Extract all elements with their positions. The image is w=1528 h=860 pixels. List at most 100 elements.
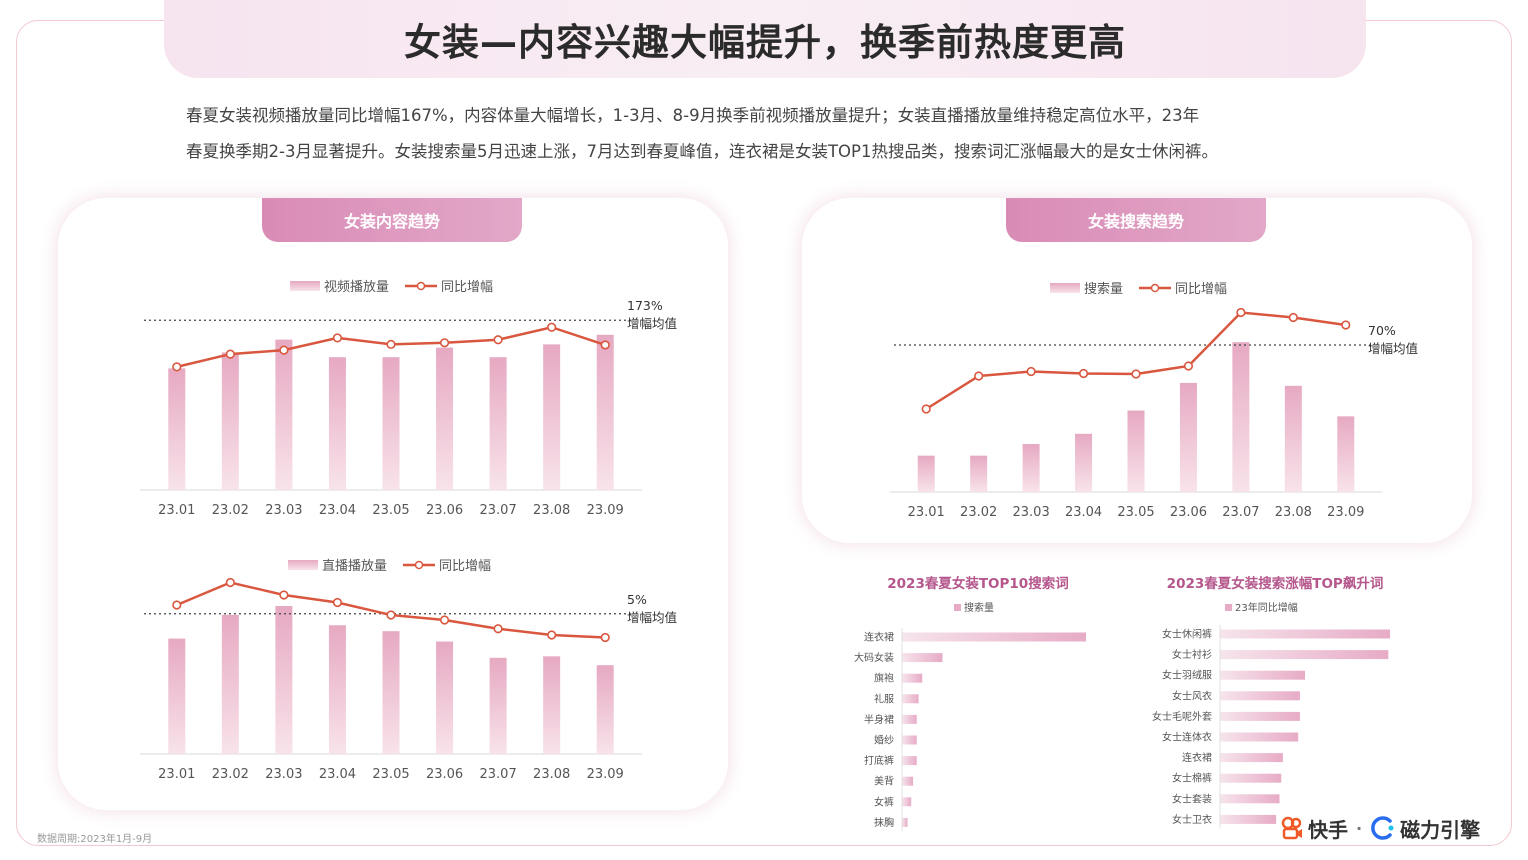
brand-logos: 快手 · 磁力引擎 (1280, 812, 1480, 844)
growth-point-23.02 (225, 349, 235, 359)
legend-swatch (954, 604, 961, 611)
description-line-1: 春夏女装视频播放量同比增幅167%，内容体量大幅增长，1-3月、8-9月换季前视… (186, 106, 1200, 125)
bar-女士衬衫 (1220, 650, 1389, 660)
bar-女士套装 (1220, 794, 1280, 804)
x-tick-23.03: 23.03 (1013, 505, 1050, 520)
label-女士连体衣: 女士连体衣 (1162, 731, 1212, 744)
growth-point-23.05 (1131, 369, 1141, 379)
label-抹胸: 抹胸 (874, 816, 894, 829)
growth-point-23.04 (332, 333, 343, 343)
growth-point-23.02 (974, 371, 984, 381)
legend-line-marker (1150, 283, 1160, 293)
label-女士毛呢外套: 女士毛呢外套 (1152, 710, 1212, 723)
label-连衣裙: 连衣裙 (864, 631, 894, 644)
title-banner: 女装—内容兴趣大幅提升，换季前热度更高 (164, 0, 1366, 78)
bar-23.08 (543, 344, 561, 490)
legend-label: 23年同比增幅 (1235, 601, 1298, 614)
label-女士卫衣: 女士卫衣 (1172, 813, 1212, 826)
x-tick-23.09: 23.09 (1327, 505, 1364, 520)
cili-logo-icon (1371, 816, 1394, 840)
legend-bar-swatch (290, 281, 320, 291)
x-tick-23.08: 23.08 (533, 767, 570, 782)
bar-女士卫衣 (1220, 814, 1277, 824)
legend-swatch (1225, 604, 1232, 611)
bar-半身裙 (902, 714, 917, 724)
x-tick-23.01: 23.01 (908, 505, 945, 520)
chart-legend: 直播播放量 同比增幅 (288, 559, 491, 574)
bar-23.05 (382, 631, 400, 754)
growth-point-23.07 (493, 624, 503, 634)
bar-23.05 (1127, 410, 1145, 492)
bar-23.03 (275, 339, 293, 490)
growth-point-23.05 (386, 610, 396, 620)
growth-point-23.08 (1288, 312, 1298, 323)
average-caption-label: 增幅均值 (627, 316, 677, 331)
x-tick-23.01: 23.01 (158, 503, 195, 518)
x-tick-23.04: 23.04 (319, 767, 356, 782)
bar-23.01 (917, 455, 935, 492)
label-女士休闲裤: 女士休闲裤 (1162, 628, 1212, 641)
bar-23.02 (221, 352, 239, 490)
bar-23.04 (328, 625, 346, 754)
legend-bar-label: 视频播放量 (324, 280, 389, 295)
label-礼服: 礼服 (874, 692, 894, 705)
bar-女士连体衣 (1220, 732, 1299, 742)
average-caption-label: 增幅均值 (627, 610, 677, 625)
label-女裤: 女裤 (874, 795, 894, 808)
label-旗袍: 旗袍 (874, 672, 894, 685)
page-title: 女装—内容兴趣大幅提升，换季前热度更高 (404, 21, 1126, 64)
content-trend-panel: 女装内容趋势 视频播放量 同比增幅 23.01 23.02 23.03 23.04 23.0… (58, 198, 728, 810)
chart-legend: 搜索量 同比增幅 (1050, 282, 1227, 297)
bar-大码女装 (902, 653, 943, 663)
bar-女士棉裤 (1220, 773, 1282, 783)
x-tick-23.06: 23.06 (426, 767, 463, 782)
bar-连衣裙 (1220, 753, 1283, 763)
bar-女士羽绒服 (1220, 670, 1305, 680)
legend-bar-label: 搜索量 (1084, 282, 1123, 297)
x-tick-23.04: 23.04 (319, 503, 356, 518)
legend-line-marker (416, 281, 426, 291)
label-连衣裙: 连衣裙 (1182, 751, 1212, 764)
label-婚纱: 婚纱 (874, 734, 894, 747)
growth-point-23.04 (1078, 368, 1089, 379)
x-tick-23.05: 23.05 (372, 503, 409, 518)
x-tick-23.07: 23.07 (1222, 505, 1259, 520)
bar-23.01 (168, 638, 186, 754)
bar-美背 (902, 776, 914, 786)
bar-女士风衣 (1220, 691, 1300, 701)
x-tick-23.09: 23.09 (587, 503, 624, 518)
kuaishou-logo-icon (1281, 816, 1302, 840)
growth-point-23.01 (921, 404, 931, 414)
bar-23.05 (382, 357, 400, 490)
video-chart: 视频播放量 同比增幅 23.01 23.02 23.03 23.04 23.05 23.06 2… (140, 280, 677, 518)
legend-bar-label: 直播播放量 (322, 559, 387, 574)
growth-point-23.06 (439, 338, 450, 348)
bar-23.09 (596, 334, 614, 490)
growth-point-23.01 (172, 600, 182, 610)
growth-line (925, 311, 1346, 411)
bar-23.03 (1022, 444, 1040, 492)
bar-23.06 (436, 641, 454, 754)
bar-23.07 (489, 657, 507, 754)
search-chart: 搜索量 同比增幅 23.01 23.02 23.03 23.04 23.05 23.06 23.… (890, 282, 1418, 520)
rising-title: 2023春夏女装搜索涨幅TOP飙升词 (1166, 576, 1384, 592)
bar-23.06 (436, 347, 454, 490)
growth-point-23.08 (547, 322, 557, 332)
x-tick-23.07: 23.07 (480, 503, 517, 518)
growth-point-23.07 (493, 335, 503, 345)
label-女士棉裤: 女士棉裤 (1172, 772, 1212, 785)
label-女士套装: 女士套装 (1172, 792, 1212, 805)
bar-23.01 (168, 368, 186, 490)
bar-礼服 (902, 694, 919, 704)
x-tick-23.02: 23.02 (960, 505, 997, 520)
bar-23.07 (1232, 342, 1250, 492)
growth-point-23.05 (386, 339, 396, 349)
x-tick-23.05: 23.05 (1117, 505, 1154, 520)
brand-separator: · (1356, 818, 1363, 838)
chart-legend: 视频播放量 同比增幅 (290, 280, 493, 295)
average-value-label: 173% (627, 298, 663, 313)
search-trend-panel: 女装搜索趋势 搜索量 同比增幅 23.01 23.02 23.03 23.04 23.05 2… (802, 198, 1472, 543)
bar-打底裤 (902, 756, 917, 766)
growth-point-23.03 (1026, 366, 1036, 377)
